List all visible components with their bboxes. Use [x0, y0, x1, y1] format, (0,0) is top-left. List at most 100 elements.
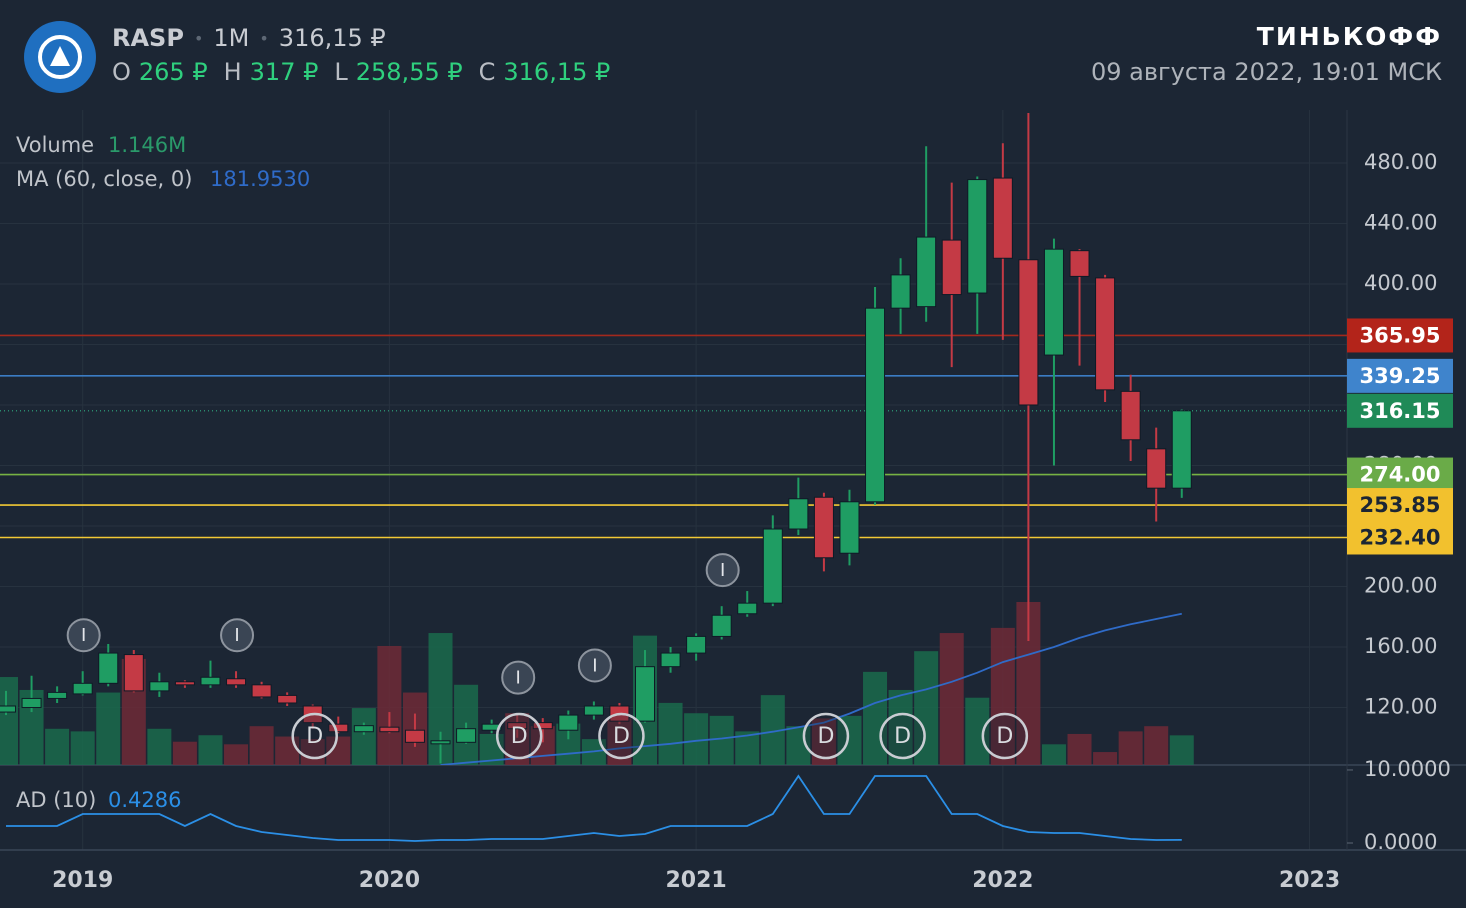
legend-name: Volume — [16, 133, 94, 157]
volume-bar — [658, 702, 683, 765]
ad-line — [6, 774, 1182, 842]
candle-body — [0, 705, 16, 713]
price-level-box — [1347, 358, 1453, 393]
volume-bar — [1144, 726, 1169, 765]
volume-bar — [1041, 744, 1066, 765]
volume-bar — [939, 633, 964, 765]
logo — [24, 21, 96, 93]
event-marker — [501, 660, 536, 695]
candle-body — [47, 691, 68, 699]
ohlc-key: C — [478, 58, 496, 86]
candle-body — [149, 681, 170, 692]
candle-body — [788, 498, 809, 530]
price-level-label: 274.00 — [1359, 463, 1440, 487]
event-marker — [495, 712, 543, 760]
candle-body — [583, 705, 604, 716]
ohlc-value: 316,15 ₽ — [503, 58, 611, 86]
candle-body — [1146, 448, 1167, 489]
logo-mark — [50, 46, 70, 66]
ohlc-key: L — [334, 58, 348, 86]
volume-bar — [198, 735, 223, 765]
event-marker — [577, 648, 612, 683]
x-tick-label: 2022 — [972, 868, 1033, 893]
volume-bar — [965, 697, 990, 765]
candle-body — [328, 723, 349, 733]
interval[interactable]: 1M — [213, 24, 250, 52]
volume-bar — [172, 741, 197, 765]
candle-body — [1043, 248, 1064, 356]
candle-body — [635, 666, 655, 722]
ohlc-row: O 265 ₽ H 317 ₽ L 258,55 ₽ C 316,15 ₽ — [112, 58, 618, 86]
y-tick-label: 10.0000 — [1364, 757, 1451, 781]
candle-body — [1018, 259, 1039, 406]
candle-body — [174, 681, 195, 686]
datetime: 09 августа 2022, 19:01 МСК — [1091, 58, 1442, 86]
candle-body — [1069, 250, 1090, 277]
candle-body — [1095, 277, 1116, 391]
volume-bar — [1067, 733, 1092, 765]
candle-body — [916, 236, 937, 308]
price-level-box — [1347, 457, 1453, 492]
volume-bar — [1169, 735, 1194, 765]
candle-body — [123, 654, 144, 692]
volume-bar — [45, 728, 70, 765]
candle-body — [404, 729, 425, 743]
event-label: I — [234, 625, 239, 646]
candle-body — [660, 652, 681, 668]
price-level-label: 339.25 — [1359, 364, 1440, 388]
price-level-box — [1347, 393, 1453, 428]
ma-line — [440, 612, 1182, 765]
y-tick-label: 200.00 — [1364, 574, 1437, 598]
price-level-box — [1347, 520, 1453, 555]
y-tick-label: 480.00 — [1364, 150, 1437, 174]
y-tick-label: 400.00 — [1364, 271, 1437, 295]
legend-value: 1.146M — [108, 133, 186, 157]
brand: ТИНЬКОФФ — [1256, 22, 1442, 51]
ohlc-key: H — [223, 58, 242, 86]
candle-body — [353, 725, 374, 733]
ohlc-value: 258,55 ₽ — [355, 58, 463, 86]
volume-bar — [709, 715, 734, 765]
event-label: I — [81, 625, 86, 646]
candle-body — [226, 678, 247, 686]
candle-body — [865, 307, 886, 503]
x-tick-label: 2020 — [359, 868, 420, 893]
y-tick-label: 120.00 — [1364, 695, 1437, 719]
last-price: 316,15 ₽ — [278, 24, 386, 52]
x-tick-label: 2019 — [52, 868, 113, 893]
event-marker — [598, 712, 645, 760]
ticker-row: RASP • 1M • 316,15 ₽ — [112, 24, 386, 52]
event-label: I — [516, 668, 521, 689]
logo-ring — [38, 35, 82, 79]
volume-bar — [837, 715, 862, 765]
candle-body — [379, 726, 400, 733]
volume-bar — [70, 731, 95, 765]
separator: • — [193, 28, 204, 48]
volume-bar — [224, 744, 249, 765]
price-pane: I I I I I D D D D D D — [0, 113, 1347, 765]
volume-bar — [1093, 752, 1118, 765]
ohlc-key: O — [112, 58, 131, 86]
event-marker — [981, 712, 1029, 760]
candle-body — [558, 714, 579, 731]
ticker: RASP — [112, 24, 184, 52]
event-label: D — [817, 724, 834, 749]
candle-body — [481, 723, 502, 731]
candle-body — [251, 684, 272, 698]
candle-body — [813, 496, 834, 559]
volume-bar — [888, 689, 913, 765]
candle-body — [737, 602, 758, 615]
price-level-label: 365.95 — [1359, 323, 1440, 347]
candle-body — [992, 177, 1013, 259]
price-level-label: 232.40 — [1359, 525, 1440, 549]
price-level-label: 316.15 — [1359, 399, 1440, 423]
separator: • — [259, 28, 269, 48]
event-marker — [879, 712, 926, 760]
volume-bar — [863, 671, 888, 765]
volume-bar — [147, 728, 172, 765]
candle-body — [711, 614, 732, 637]
candle-body — [456, 728, 477, 743]
